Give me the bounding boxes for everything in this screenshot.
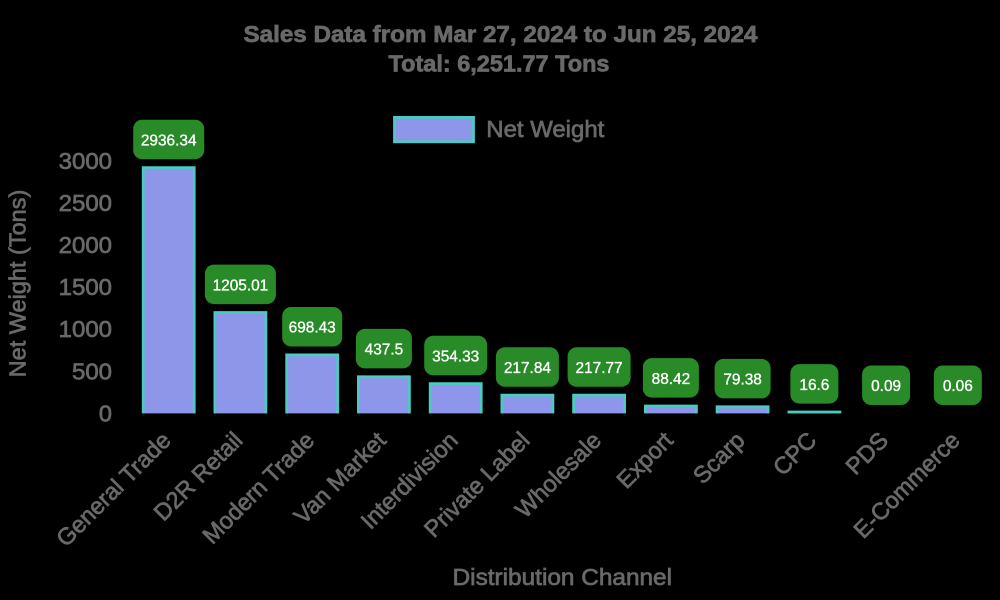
svg-text:79.38: 79.38 (723, 372, 762, 389)
svg-text:0: 0 (99, 400, 112, 426)
svg-text:16.6: 16.6 (799, 377, 829, 394)
svg-text:217.84: 217.84 (504, 360, 552, 377)
svg-text:2000: 2000 (59, 232, 112, 258)
svg-text:Net Weight: Net Weight (486, 116, 605, 142)
svg-text:1500: 1500 (59, 274, 112, 300)
svg-text:217.77: 217.77 (576, 360, 623, 377)
svg-text:1205.01: 1205.01 (213, 277, 269, 294)
svg-text:Net Weight (Tons): Net Weight (Tons) (5, 190, 31, 378)
svg-text:500: 500 (72, 358, 112, 384)
svg-text:354.33: 354.33 (432, 349, 479, 366)
svg-text:Distribution Channel: Distribution Channel (453, 564, 673, 590)
svg-text:3000: 3000 (59, 148, 112, 174)
svg-text:698.43: 698.43 (289, 320, 336, 337)
svg-text:0.09: 0.09 (871, 378, 901, 395)
svg-text:88.42: 88.42 (652, 371, 691, 388)
svg-text:2936.34: 2936.34 (141, 132, 197, 149)
svg-text:2500: 2500 (59, 190, 112, 216)
svg-text:Total: 6,251.77 Tons: Total: 6,251.77 Tons (389, 50, 610, 76)
svg-text:437.5: 437.5 (365, 342, 404, 359)
svg-text:Sales Data from Mar 27, 2024 t: Sales Data from Mar 27, 2024 to Jun 25, … (244, 21, 758, 47)
svg-text:0.06: 0.06 (943, 378, 973, 395)
svg-text:1000: 1000 (59, 316, 112, 342)
